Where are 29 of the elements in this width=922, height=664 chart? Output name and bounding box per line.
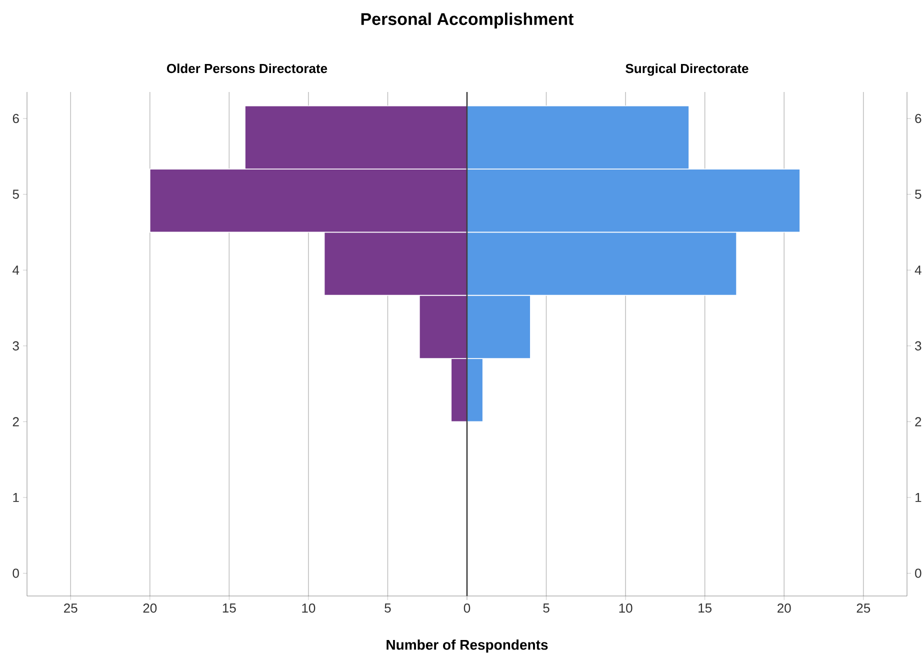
y-tick-label: 2: [915, 417, 922, 426]
y-tick-label: 4: [914, 266, 922, 275]
y-tick-label: 6: [12, 114, 19, 124]
x-tick-label: 5: [384, 604, 391, 613]
x-tick-label: 20: [143, 604, 157, 613]
chart-title: Older Persons Directorate: [166, 64, 328, 74]
y-tick-label: 1: [916, 492, 922, 502]
x-tick-label: 5: [543, 604, 550, 613]
y-tick-label: 5: [12, 190, 19, 199]
x-tick-label: 15: [698, 604, 712, 613]
x-tick-label: 0: [464, 604, 470, 613]
y-tick-label: 0: [915, 568, 922, 578]
y-tick-label: 3: [915, 341, 922, 350]
x-tick-label: 25: [856, 604, 870, 613]
x-tick-label: 10: [302, 604, 316, 613]
y-tick-label: 2: [12, 417, 19, 426]
y-tick-label: 6: [915, 114, 922, 124]
x-tick-label: 25: [64, 604, 78, 613]
x-tick-label: 20: [778, 604, 791, 613]
x-axis-title: Number of Respondents: [386, 640, 548, 653]
y-tick-label: 5: [915, 190, 922, 199]
y-tick-label: 1: [13, 492, 19, 502]
y-tick-label: 3: [12, 341, 19, 350]
y-tick-label: 0: [12, 568, 19, 578]
x-tick-label: 10: [619, 604, 632, 613]
y-tick-label: 4: [12, 266, 20, 275]
chart-title: Surgical Directorate: [626, 64, 748, 76]
x-tick-label: 15: [222, 604, 236, 613]
text: Personal Accomplishment: [361, 12, 574, 28]
